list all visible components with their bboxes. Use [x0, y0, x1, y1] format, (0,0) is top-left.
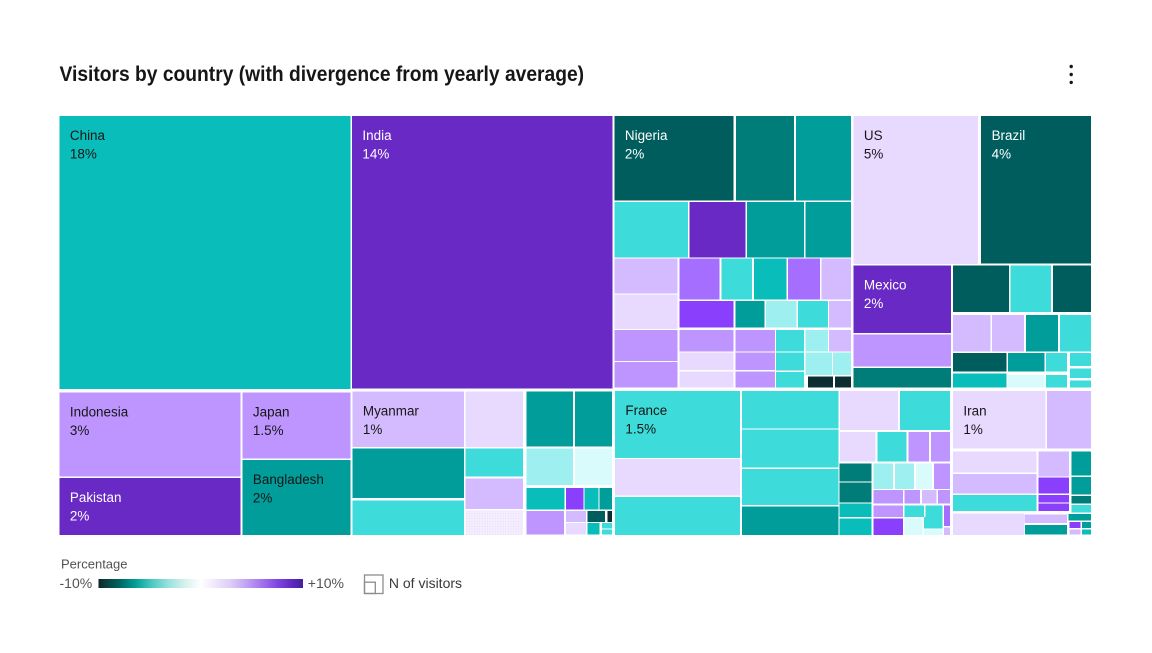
svg-text:1.5%: 1.5% — [253, 423, 284, 438]
svg-text:4%: 4% — [992, 146, 1011, 161]
svg-text:Indonesia: Indonesia — [70, 404, 129, 419]
svg-text:Brazil: Brazil — [992, 128, 1026, 143]
svg-text:14%: 14% — [362, 146, 389, 161]
svg-text:2%: 2% — [70, 508, 89, 523]
svg-text:1%: 1% — [963, 422, 982, 437]
svg-text:1%: 1% — [363, 422, 382, 437]
svg-text:Pakistan: Pakistan — [70, 490, 122, 505]
svg-text:Mexico: Mexico — [864, 277, 907, 292]
svg-text:China: China — [70, 128, 105, 143]
svg-text:Japan: Japan — [253, 404, 290, 419]
svg-text:5%: 5% — [864, 146, 883, 161]
svg-text:N of visitors: N of visitors — [389, 575, 462, 591]
svg-text:US: US — [864, 128, 883, 143]
svg-text:France: France — [625, 403, 667, 418]
svg-text:Visitors by country (with dive: Visitors by country (with divergence fro… — [60, 63, 585, 86]
svg-text:India: India — [362, 128, 391, 143]
svg-text:1.5%: 1.5% — [625, 421, 656, 436]
svg-text:+10%: +10% — [308, 575, 344, 591]
svg-text:2%: 2% — [625, 146, 644, 161]
svg-text:-10%: -10% — [60, 575, 93, 591]
svg-text:2%: 2% — [253, 490, 272, 505]
svg-text:Percentage: Percentage — [61, 557, 128, 572]
svg-text:18%: 18% — [70, 146, 97, 161]
svg-text:2%: 2% — [864, 296, 883, 311]
svg-text:Bangladesh: Bangladesh — [253, 472, 324, 487]
svg-text:Myanmar: Myanmar — [363, 403, 419, 418]
svg-text:Iran: Iran — [963, 403, 986, 418]
svg-text:3%: 3% — [70, 423, 89, 438]
svg-text:Nigeria: Nigeria — [625, 128, 668, 143]
